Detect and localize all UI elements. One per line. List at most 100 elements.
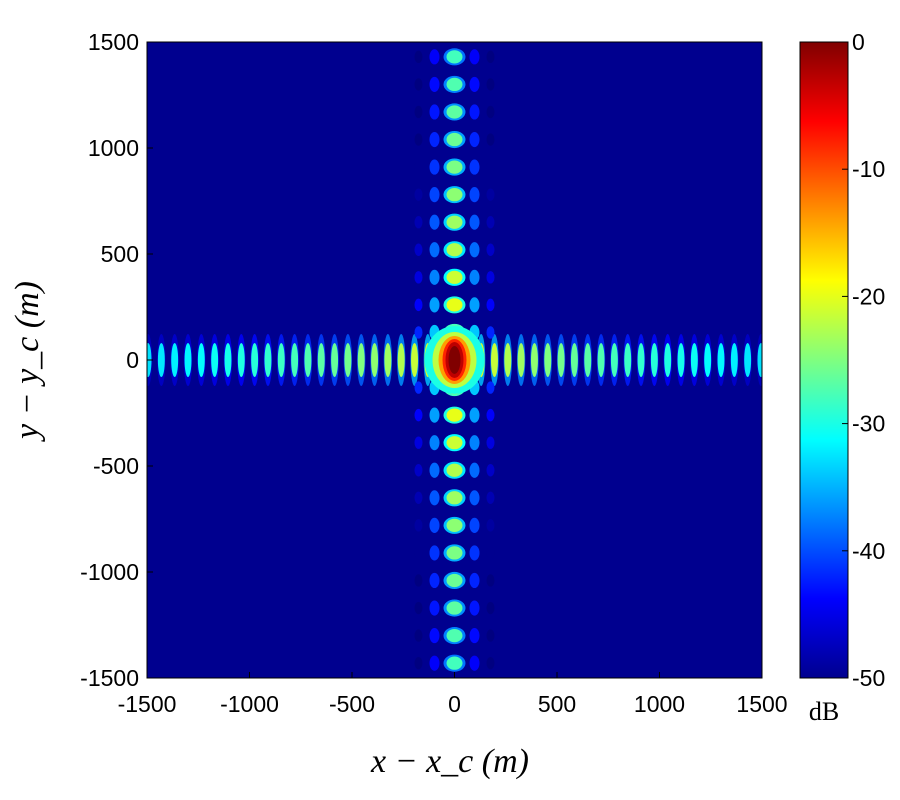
y-sidelobe-ripple [414,160,423,174]
y-sidelobe-ripple [414,629,423,642]
y-sidelobe-ripple [469,104,480,120]
y-sidelobe-ripple [486,78,495,91]
y-sidelobe-ripple [414,656,423,670]
x-sidelobe [491,343,498,377]
y-sidelobe [446,573,463,588]
y-sidelobe-ripple [469,600,480,616]
y-sidelobe-ripple [429,655,440,671]
y-sidelobe-ripple [429,242,440,258]
y-sidelobe [446,77,463,92]
colorbar-tick-label: -40 [852,538,885,564]
x-sidelobe [397,343,405,377]
x-tick-label: -500 [329,691,375,717]
x-sidelobe [317,343,325,377]
y-sidelobe-ripple [486,188,495,201]
x-sidelobe [291,343,299,377]
y-sidelobe-ripple [486,160,495,174]
y-sidelobe [446,298,463,312]
y-sidelobe-ripple [414,271,423,284]
y-sidelobe-ripple [414,408,423,422]
x-sidelobe [157,343,165,377]
main-lobe [448,346,461,374]
y-sidelobe-ripple [486,50,495,64]
x-sidelobe [504,343,512,377]
y-sidelobe-ripple [429,187,440,203]
y-sidelobe [446,463,463,477]
x-sidelobe [251,343,259,377]
x-sidelobe [197,343,205,377]
x-sidelobe [664,343,672,377]
x-sidelobe [610,343,618,377]
y-sidelobe-ripple [469,407,480,423]
y-sidelobe-ripple [469,242,480,258]
y-sidelobe-ripple [486,491,495,505]
x-tick-label: -1500 [118,691,177,717]
y-sidelobe-ripple [486,519,495,532]
y-sidelobe-ripple [429,269,440,285]
x-sidelobe [171,343,179,377]
y-tick-label: 1000 [88,135,139,161]
y-sidelobe-ripple [414,105,423,119]
x-sidelobe [264,343,272,377]
y-sidelobe-ripple [469,517,480,533]
y-sidelobe-ripple [469,269,480,285]
y-sidelobe-ripple [414,243,423,256]
colorbar-ticks: 0 -10 -20 -30 -40 -50 [842,29,885,691]
x-tick-label: 0 [448,691,461,717]
y-sidelobe-ripple [429,517,440,533]
y-sidelobe-ripple [414,326,423,339]
y-sidelobe-ripple [429,104,440,120]
x-sidelobe [304,343,312,377]
x-sidelobe [570,343,578,377]
y-sidelobe-ripple [414,546,423,560]
y-sidelobe [446,546,463,560]
y-sidelobe-ripple [486,464,495,477]
x-sidelobe [184,343,192,377]
y-tick-label: 500 [101,241,139,267]
x-tick-label: 500 [538,691,576,717]
y-sidelobe-ripple [486,133,495,146]
y-sidelobe-ripple [469,214,480,230]
x-sidelobe [384,343,392,377]
y-sidelobe-ripple [486,243,495,256]
y-tick-label: 0 [126,347,139,373]
y-sidelobe-ripple [429,297,440,313]
x-sidelobe [237,343,245,377]
y-sidelobe [446,436,463,450]
y-sidelobe-ripple [414,133,423,146]
y-sidelobe-ripple [429,600,440,616]
y-sidelobe-ripple [414,491,423,505]
colorbar-tick-label: -50 [852,665,885,691]
x-sidelobe [517,343,525,377]
y-sidelobe-ripple [486,629,495,642]
x-sidelobe [224,343,232,377]
y-sidelobe-ripple [486,574,495,587]
y-tick-label: -1000 [80,559,139,585]
y-sidelobe-ripple [469,187,480,203]
y-sidelobe-ripple [414,215,423,229]
x-sidelobe [650,343,658,377]
y-sidelobe-ripple [429,76,440,92]
y-sidelobe [446,188,463,202]
y-sidelobe-ripple [429,628,440,644]
y-sidelobe-ripple [429,572,440,589]
heatmap-plot-area [146,41,763,679]
y-sidelobe [446,601,463,615]
y-sidelobe-ripple [429,545,440,561]
x-tick-label: 1500 [736,691,787,717]
y-sidelobe-ripple [429,490,440,506]
y-sidelobe-ripple [429,214,440,230]
x-sidelobe [744,343,752,377]
colorbar-unit-label: dB [809,697,839,726]
x-sidelobe [357,343,365,377]
y-sidelobe-ripple [469,628,480,644]
y-sidelobe [446,491,463,505]
x-sidelobe [704,343,712,377]
y-sidelobe-ripple [414,574,423,587]
y-sidelobe-ripple [469,490,480,506]
x-sidelobe [584,343,592,377]
y-sidelobe-ripple [429,49,440,65]
y-sidelobe [446,656,463,670]
y-sidelobe-ripple [469,131,480,148]
